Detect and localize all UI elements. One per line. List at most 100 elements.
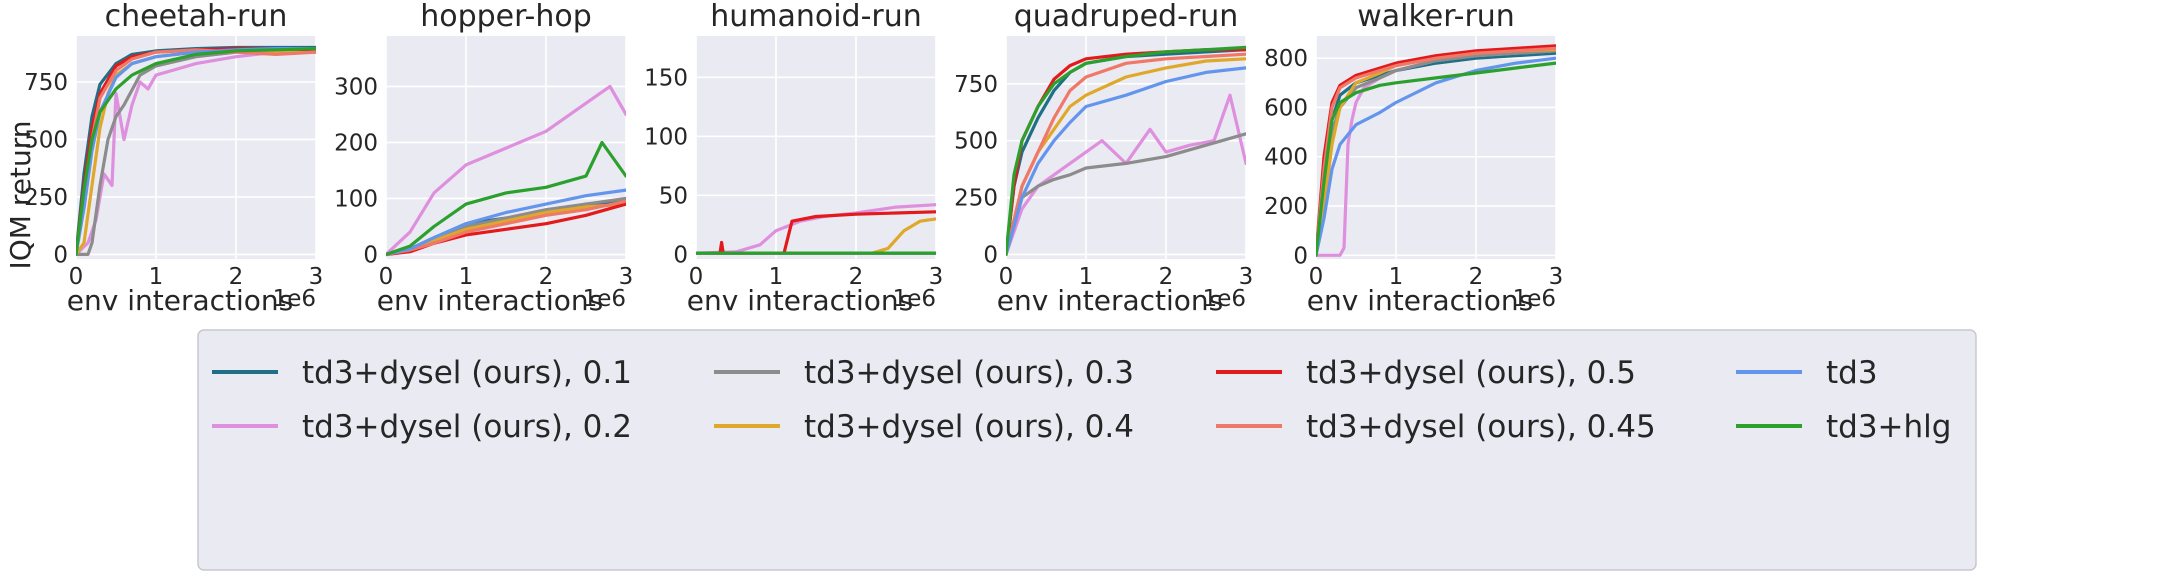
x-tick-label: 0 — [1309, 264, 1324, 290]
x-tick-label: 1 — [1389, 264, 1404, 290]
x-tick-label: 1 — [459, 264, 474, 290]
x-tick-label: 3 — [619, 264, 634, 290]
legend-label: td3+dysel (ours), 0.4 — [804, 409, 1134, 445]
series-line-d05 — [696, 210, 936, 255]
y-tick-label: 150 — [644, 65, 688, 91]
x-offset-label: 1e6 — [893, 286, 936, 312]
series-line-td3 — [386, 188, 626, 257]
y-tick-label: 600 — [1264, 95, 1308, 121]
plot-area — [1316, 36, 1556, 259]
series-line-hlg — [1006, 45, 1246, 256]
x-offset-label: 1e6 — [1513, 286, 1556, 312]
panel-title: humanoid-run — [710, 0, 922, 34]
panel-4: 0 1 2 3 0 200 400 600 800 walker-run env interacti… — [1264, 0, 1563, 317]
y-tick-label: 0 — [673, 242, 688, 268]
series-group — [1006, 45, 1246, 256]
y-tick-label: 50 — [659, 183, 688, 209]
legend-box — [197, 329, 1977, 571]
y-tick-label: 100 — [334, 186, 378, 212]
series-group — [386, 84, 626, 257]
x-tick-label: 3 — [929, 264, 944, 290]
panel-title: quadruped-run — [1014, 0, 1239, 34]
y-tick-label: 750 — [954, 72, 998, 98]
series-line-d02 — [386, 84, 626, 257]
legend-label: td3+dysel (ours), 0.3 — [804, 355, 1134, 391]
y-tick-label: 750 — [24, 70, 68, 96]
y-tick-label: 250 — [954, 186, 998, 212]
legend-label: td3+dysel (ours), 0.2 — [302, 409, 632, 445]
series-line-td3 — [1006, 66, 1246, 256]
y-tick-label: 250 — [24, 185, 68, 211]
series-line-hlg — [386, 140, 626, 257]
series-group — [1316, 44, 1556, 257]
legend-label: td3+hlg — [1826, 409, 1951, 445]
x-axis-label: env interactions — [377, 284, 603, 317]
y-tick-label: 800 — [1264, 46, 1308, 72]
legend-item-hlg: td3+hlg — [1736, 409, 1951, 445]
y-tick-label: 200 — [1264, 194, 1308, 220]
x-offset-label: 1e6 — [1203, 286, 1246, 312]
x-tick-label: 2 — [849, 264, 864, 290]
x-tick-label: 1 — [769, 264, 784, 290]
legend-item-d01: td3+dysel (ours), 0.1 — [212, 355, 632, 391]
x-tick-label: 2 — [1469, 264, 1484, 290]
x-tick-label: 0 — [689, 264, 704, 290]
x-tick-label: 3 — [1239, 264, 1254, 290]
x-tick-label: 2 — [1159, 264, 1174, 290]
series-line-d03 — [76, 48, 316, 256]
x-axis-label: env interactions — [687, 284, 913, 317]
y-axis-label: IQM return — [4, 121, 37, 270]
panel-title: cheetah-run — [105, 0, 288, 34]
y-tick-label: 300 — [334, 74, 378, 100]
y-tick-label: 400 — [1264, 145, 1308, 171]
x-tick-label: 0 — [999, 264, 1014, 290]
y-tick-label: 100 — [644, 124, 688, 150]
series-group — [76, 45, 316, 256]
panel-1: 0 1 2 3 0 100 200 300 hopper-hop env interactions… — [334, 0, 633, 317]
legend-label: td3+dysel (ours), 0.45 — [1306, 409, 1656, 445]
series-line-hlg — [1316, 61, 1556, 257]
x-axis-label: env interactions — [997, 284, 1223, 317]
legend-item-d04: td3+dysel (ours), 0.4 — [714, 409, 1134, 445]
legend-label: td3+dysel (ours), 0.1 — [302, 355, 632, 391]
x-tick-label: 0 — [379, 264, 394, 290]
legend-item-d03: td3+dysel (ours), 0.3 — [714, 355, 1134, 391]
x-tick-label: 2 — [229, 264, 244, 290]
y-tick-label: 0 — [1293, 243, 1308, 269]
x-tick-label: 2 — [539, 264, 554, 290]
series-line-d045 — [386, 199, 626, 257]
series-line-d045 — [1006, 52, 1246, 256]
panel-title: walker-run — [1357, 0, 1515, 34]
y-tick-label: 200 — [334, 130, 378, 156]
series-line-d03 — [1006, 132, 1246, 256]
x-tick-label: 3 — [309, 264, 324, 290]
series-group — [696, 203, 936, 255]
legend: td3+dysel (ours), 0.1 td3+dysel (ours), 0… — [197, 329, 1977, 571]
x-offset-label: 1e6 — [583, 286, 626, 312]
legend-label: td3 — [1826, 355, 1878, 391]
x-tick-label: 1 — [149, 264, 164, 290]
series-line-hlg — [76, 46, 316, 256]
x-tick-label: 3 — [1549, 264, 1564, 290]
y-tick-label: 0 — [363, 243, 378, 269]
y-tick-label: 500 — [954, 129, 998, 155]
y-tick-label: 0 — [983, 242, 998, 268]
legend-item-td3: td3 — [1736, 355, 1878, 391]
y-tick-label: 500 — [24, 127, 68, 153]
x-offset-label: 1e6 — [273, 286, 316, 312]
x-tick-label: 1 — [1079, 264, 1094, 290]
legend-item-d045: td3+dysel (ours), 0.45 — [1216, 409, 1656, 445]
panel-3: 0 1 2 3 0 250 500 750 quadruped-run env interacti… — [954, 0, 1253, 317]
y-tick-label: 0 — [53, 242, 68, 268]
legend-item-d02: td3+dysel (ours), 0.2 — [212, 409, 632, 445]
x-axis-label: env interactions — [67, 284, 293, 317]
panel-0: 0 1 2 3 0 250 500 750 cheetah-run env interaction… — [24, 0, 323, 317]
x-axis-label: env interactions — [1307, 284, 1533, 317]
series-line-td3 — [1316, 56, 1556, 257]
x-tick-label: 0 — [69, 264, 84, 290]
legend-item-d05: td3+dysel (ours), 0.5 — [1216, 355, 1636, 391]
legend-label: td3+dysel (ours), 0.5 — [1306, 355, 1636, 391]
panel-title: hopper-hop — [420, 0, 592, 34]
